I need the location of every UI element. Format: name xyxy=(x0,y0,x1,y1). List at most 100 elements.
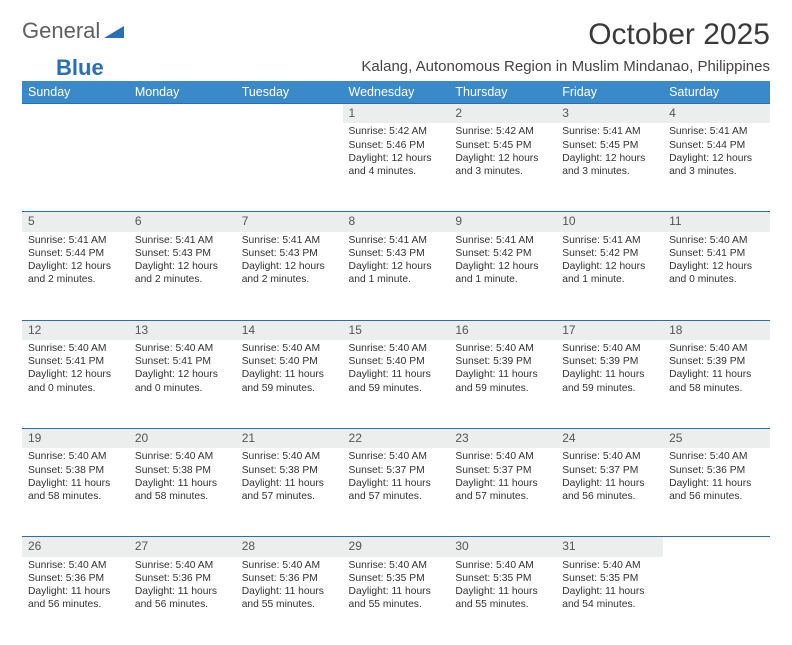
sunrise-line: Sunrise: 5:40 AM xyxy=(455,559,550,572)
sunset-line: Sunset: 5:38 PM xyxy=(28,464,123,477)
sunrise-line: Sunrise: 5:40 AM xyxy=(455,450,550,463)
day-number: 15 xyxy=(343,320,450,340)
sunrise-line: Sunrise: 5:40 AM xyxy=(562,559,657,572)
day-cell: Sunrise: 5:40 AMSunset: 5:38 PMDaylight:… xyxy=(236,448,343,536)
sunrise-line: Sunrise: 5:41 AM xyxy=(135,234,230,247)
sunset-line: Sunset: 5:40 PM xyxy=(242,355,337,368)
sunset-line: Sunset: 5:36 PM xyxy=(28,572,123,585)
sunrise-line: Sunrise: 5:41 AM xyxy=(349,234,444,247)
day-cell: Sunrise: 5:40 AMSunset: 5:40 PMDaylight:… xyxy=(343,340,450,428)
sunset-line: Sunset: 5:36 PM xyxy=(669,464,764,477)
brand-part1: General xyxy=(22,18,100,44)
day-number: 14 xyxy=(236,320,343,340)
sunrise-line: Sunrise: 5:40 AM xyxy=(28,342,123,355)
sunrise-line: Sunrise: 5:40 AM xyxy=(669,342,764,355)
day-cell: Sunrise: 5:40 AMSunset: 5:36 PMDaylight:… xyxy=(129,557,236,645)
day-number: 11 xyxy=(663,211,770,231)
daylight-line: Daylight: 11 hours and 55 minutes. xyxy=(242,585,337,611)
day-number xyxy=(663,536,770,556)
day-cell: Sunrise: 5:40 AMSunset: 5:37 PMDaylight:… xyxy=(449,448,556,536)
day-number: 29 xyxy=(343,536,450,556)
day-number: 16 xyxy=(449,320,556,340)
day-cell: Sunrise: 5:40 AMSunset: 5:38 PMDaylight:… xyxy=(129,448,236,536)
daylight-line: Daylight: 12 hours and 4 minutes. xyxy=(349,152,444,178)
daylight-line: Daylight: 12 hours and 0 minutes. xyxy=(28,368,123,394)
day-cell xyxy=(22,123,129,211)
day-number: 19 xyxy=(22,428,129,448)
daylight-line: Daylight: 12 hours and 1 minute. xyxy=(349,260,444,286)
day-cell: Sunrise: 5:40 AMSunset: 5:35 PMDaylight:… xyxy=(556,557,663,645)
daylight-line: Daylight: 12 hours and 3 minutes. xyxy=(669,152,764,178)
sunset-line: Sunset: 5:41 PM xyxy=(28,355,123,368)
sunrise-line: Sunrise: 5:40 AM xyxy=(669,234,764,247)
day-number: 10 xyxy=(556,211,663,231)
sunset-line: Sunset: 5:40 PM xyxy=(349,355,444,368)
day-cell: Sunrise: 5:40 AMSunset: 5:40 PMDaylight:… xyxy=(236,340,343,428)
day-number: 9 xyxy=(449,211,556,231)
daylight-line: Daylight: 12 hours and 3 minutes. xyxy=(562,152,657,178)
day-number: 18 xyxy=(663,320,770,340)
day-number: 4 xyxy=(663,103,770,123)
sunrise-line: Sunrise: 5:40 AM xyxy=(455,342,550,355)
daylight-line: Daylight: 12 hours and 2 minutes. xyxy=(135,260,230,286)
day-number xyxy=(129,103,236,123)
brand-logo: General xyxy=(22,18,126,44)
day-number: 1 xyxy=(343,103,450,123)
day-header: Saturday xyxy=(663,81,770,103)
sunset-line: Sunset: 5:42 PM xyxy=(562,247,657,260)
day-number: 8 xyxy=(343,211,450,231)
sunrise-line: Sunrise: 5:40 AM xyxy=(28,559,123,572)
day-number: 6 xyxy=(129,211,236,231)
day-number: 24 xyxy=(556,428,663,448)
sunset-line: Sunset: 5:43 PM xyxy=(242,247,337,260)
daylight-line: Daylight: 12 hours and 2 minutes. xyxy=(242,260,337,286)
sunset-line: Sunset: 5:43 PM xyxy=(135,247,230,260)
sunset-line: Sunset: 5:38 PM xyxy=(242,464,337,477)
sunrise-line: Sunrise: 5:40 AM xyxy=(242,559,337,572)
day-header: Wednesday xyxy=(343,81,450,103)
page-subtitle: Kalang, Autonomous Region in Muslim Mind… xyxy=(361,58,770,75)
daylight-line: Daylight: 11 hours and 59 minutes. xyxy=(242,368,337,394)
sunset-line: Sunset: 5:41 PM xyxy=(669,247,764,260)
day-number: 13 xyxy=(129,320,236,340)
page-title: October 2025 xyxy=(588,18,770,52)
day-cell: Sunrise: 5:40 AMSunset: 5:41 PMDaylight:… xyxy=(129,340,236,428)
day-cell: Sunrise: 5:41 AMSunset: 5:45 PMDaylight:… xyxy=(556,123,663,211)
daylight-line: Daylight: 11 hours and 55 minutes. xyxy=(349,585,444,611)
day-number: 20 xyxy=(129,428,236,448)
sunset-line: Sunset: 5:35 PM xyxy=(562,572,657,585)
day-cell: Sunrise: 5:41 AMSunset: 5:42 PMDaylight:… xyxy=(449,232,556,320)
daylight-line: Daylight: 12 hours and 0 minutes. xyxy=(135,368,230,394)
day-cell: Sunrise: 5:41 AMSunset: 5:43 PMDaylight:… xyxy=(343,232,450,320)
day-number xyxy=(236,103,343,123)
sunset-line: Sunset: 5:42 PM xyxy=(455,247,550,260)
day-header: Thursday xyxy=(449,81,556,103)
day-cell: Sunrise: 5:40 AMSunset: 5:41 PMDaylight:… xyxy=(663,232,770,320)
sunrise-line: Sunrise: 5:41 AM xyxy=(562,234,657,247)
day-cell: Sunrise: 5:42 AMSunset: 5:46 PMDaylight:… xyxy=(343,123,450,211)
sunrise-line: Sunrise: 5:41 AM xyxy=(455,234,550,247)
sunset-line: Sunset: 5:41 PM xyxy=(135,355,230,368)
brand-triangle-icon xyxy=(104,18,124,44)
day-number: 27 xyxy=(129,536,236,556)
daylight-line: Daylight: 11 hours and 59 minutes. xyxy=(455,368,550,394)
sunset-line: Sunset: 5:35 PM xyxy=(455,572,550,585)
sunset-line: Sunset: 5:39 PM xyxy=(669,355,764,368)
day-header: Friday xyxy=(556,81,663,103)
day-number: 17 xyxy=(556,320,663,340)
daylight-line: Daylight: 11 hours and 59 minutes. xyxy=(349,368,444,394)
daylight-line: Daylight: 12 hours and 3 minutes. xyxy=(455,152,550,178)
daylight-line: Daylight: 12 hours and 0 minutes. xyxy=(669,260,764,286)
sunrise-line: Sunrise: 5:42 AM xyxy=(349,125,444,138)
sunrise-line: Sunrise: 5:40 AM xyxy=(349,559,444,572)
sunrise-line: Sunrise: 5:40 AM xyxy=(242,342,337,355)
day-number: 12 xyxy=(22,320,129,340)
day-cell: Sunrise: 5:40 AMSunset: 5:37 PMDaylight:… xyxy=(343,448,450,536)
day-number: 21 xyxy=(236,428,343,448)
day-number: 22 xyxy=(343,428,450,448)
day-number xyxy=(22,103,129,123)
day-cell xyxy=(129,123,236,211)
sunrise-line: Sunrise: 5:42 AM xyxy=(455,125,550,138)
day-header: Monday xyxy=(129,81,236,103)
day-cell: Sunrise: 5:40 AMSunset: 5:39 PMDaylight:… xyxy=(449,340,556,428)
